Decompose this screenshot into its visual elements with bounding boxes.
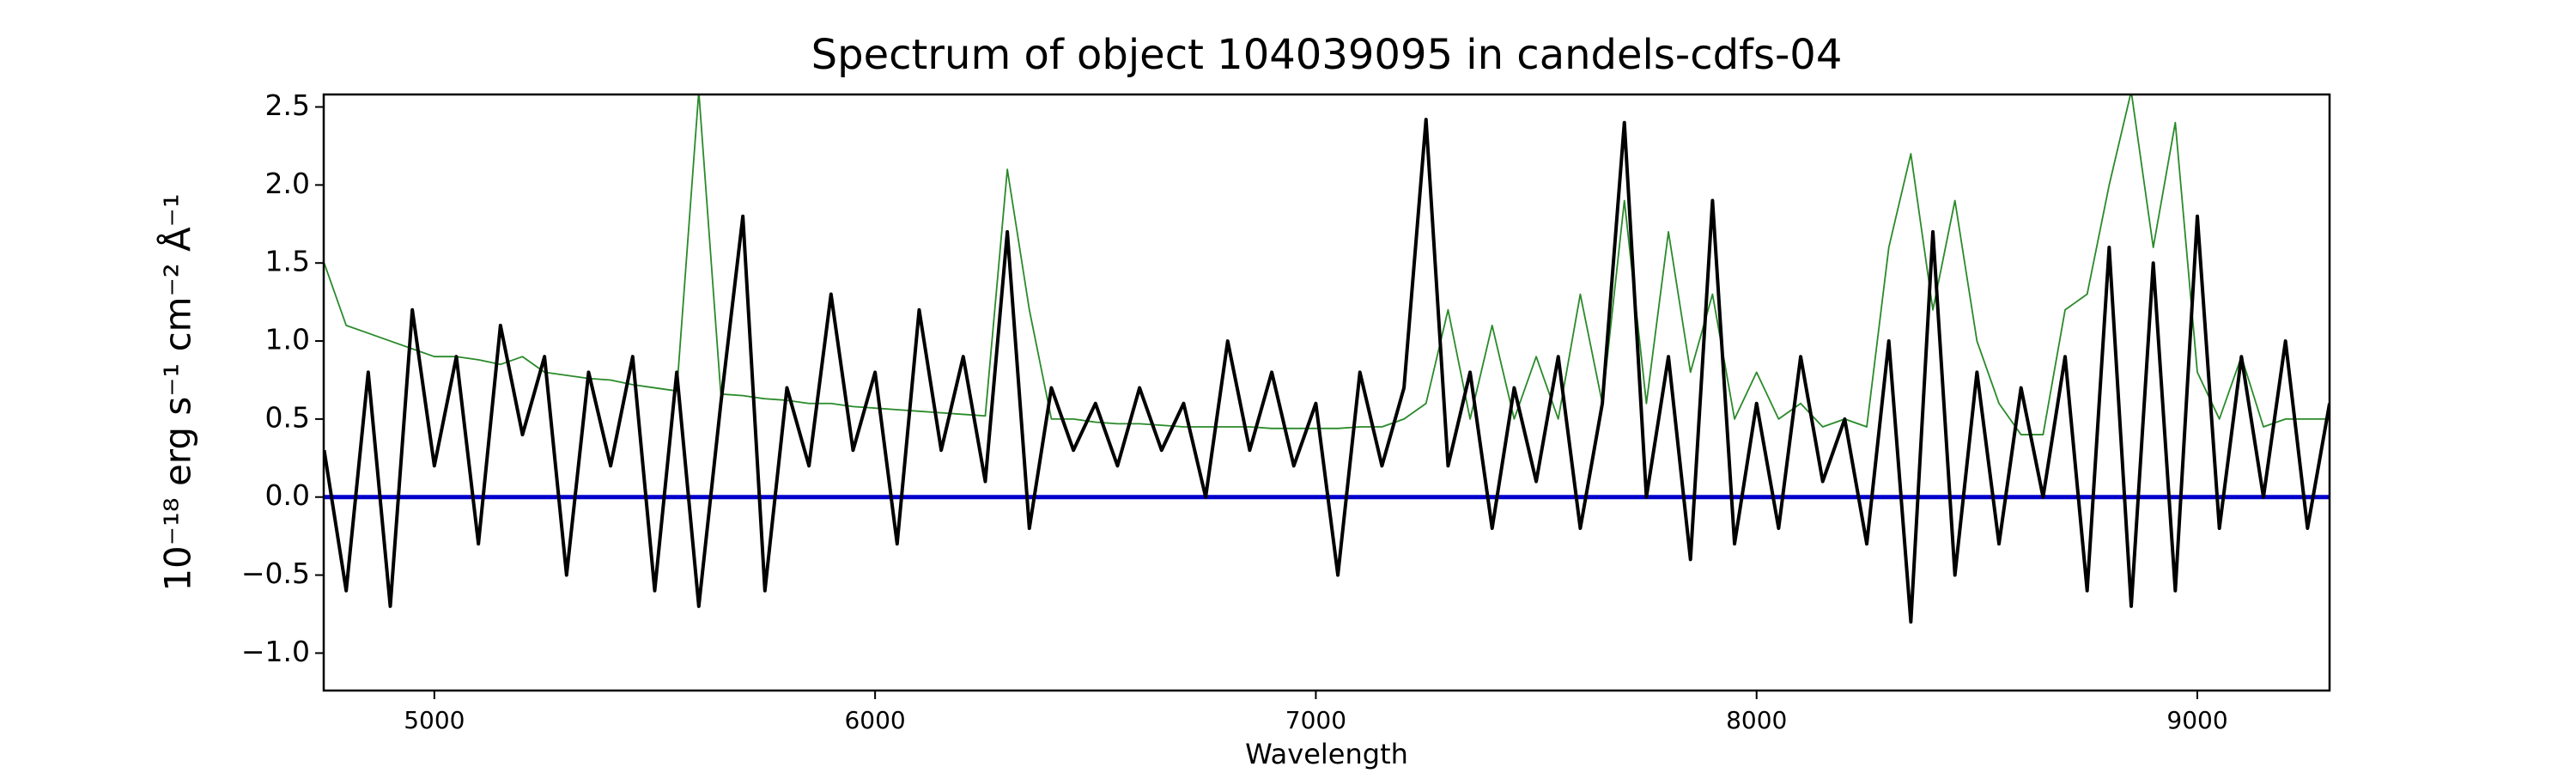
y-tick-label: 2.5: [265, 88, 310, 122]
y-tick-label: 0.5: [265, 400, 310, 434]
y-axis-label: 10⁻¹⁸ erg s⁻¹ cm⁻² Å⁻¹: [156, 193, 199, 591]
x-tick-label: 5000: [404, 706, 465, 734]
y-tick-label: 1.5: [265, 245, 310, 278]
x-tick-label: 6000: [844, 706, 905, 734]
y-tick-label: −0.5: [241, 557, 310, 590]
x-tick-label: 8000: [1726, 706, 1787, 734]
plot-area: [324, 94, 2330, 624]
y-tick-label: −1.0: [241, 635, 310, 668]
y-tick-label: 1.0: [265, 323, 310, 356]
x-axis-label: Wavelength: [1245, 738, 1408, 770]
chart-title: Spectrum of object 104039095 in candels-…: [811, 31, 1843, 79]
y-tick-label: 2.0: [265, 167, 310, 200]
x-tick-label: 9000: [2166, 706, 2227, 734]
spectrum-line: [324, 94, 2330, 435]
x-tick-label: 7000: [1285, 706, 1346, 734]
axes-frame: [322, 93, 2331, 692]
y-tick-label: 0.0: [265, 478, 310, 512]
spectrum-line: [324, 118, 2330, 624]
